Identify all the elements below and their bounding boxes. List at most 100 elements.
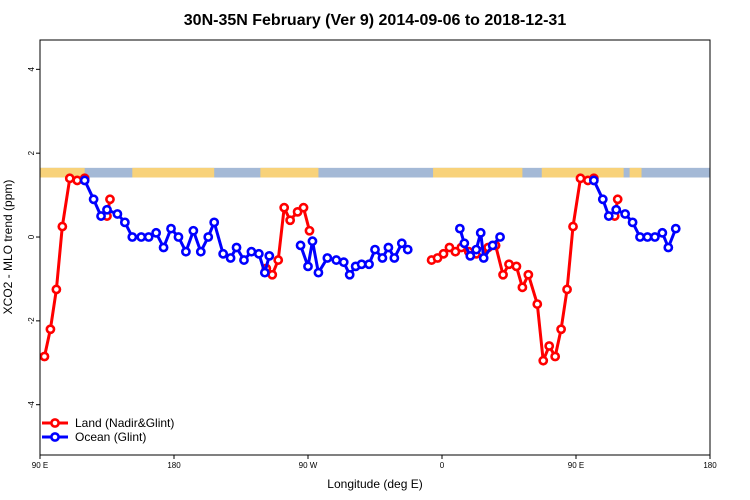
series-1-point-0-22 xyxy=(246,246,257,257)
series-1-point-1-3 xyxy=(313,267,324,278)
series-1-point-0-6 xyxy=(127,232,138,242)
series-1-point-1-14 xyxy=(389,253,400,263)
series-1-point-2-0 xyxy=(454,223,465,234)
series-1-point-3-8 xyxy=(650,232,660,242)
series-1-point-2-2 xyxy=(465,250,476,261)
land-band-5 xyxy=(629,167,642,178)
series-1 xyxy=(79,175,681,280)
series-1-point-0-21 xyxy=(239,255,249,265)
legend-label-1: Ocean (Glint) xyxy=(75,430,146,444)
series-1-point-2-1 xyxy=(459,238,470,249)
series-0 xyxy=(39,173,623,366)
x-axis: 90 E 180 90 W 0 90 E 180 xyxy=(32,455,717,470)
legend-label-0: Land (Nadir&Glint) xyxy=(75,416,174,430)
land-band-1 xyxy=(132,167,215,178)
series-0-point-3-16 xyxy=(532,299,543,309)
series-1-point-0-24 xyxy=(259,267,270,278)
series-1-point-0-2 xyxy=(96,211,106,221)
series-1-point-0-11 xyxy=(166,223,176,234)
series-0-point-2-2 xyxy=(273,255,284,265)
series-1-point-1-5 xyxy=(331,255,342,265)
series-1-point-0-12 xyxy=(173,232,184,242)
legend-item-1: Ocean (Glint) xyxy=(42,430,146,444)
series-0-point-3-23 xyxy=(575,173,586,184)
series-1-point-0-17 xyxy=(209,217,220,228)
series-0-point-3-21 xyxy=(562,284,572,295)
series-1-point-3-2 xyxy=(603,211,614,221)
series-1-point-1-11 xyxy=(370,244,380,255)
y-tick-label-1: -2 xyxy=(27,317,36,325)
x-axis-label: Longitude (deg E) xyxy=(327,477,422,491)
series-1-point-3-10 xyxy=(663,242,674,253)
series-0-point-3-18 xyxy=(544,341,555,351)
series-1-point-1-12 xyxy=(377,253,388,263)
x-tick-label-5: 180 xyxy=(703,461,717,470)
series-1-point-0-19 xyxy=(225,253,236,263)
series-0-point-2-1 xyxy=(267,269,278,280)
chart-title: 30N-35N February (Ver 9) 2014-09-06 to 2… xyxy=(184,12,567,29)
series-1-point-0-13 xyxy=(181,246,191,257)
series-1-point-0-0 xyxy=(79,175,90,186)
series-1-point-0-23 xyxy=(253,248,264,259)
y-axis-label: XCO2 - MLO trend (ppm) xyxy=(1,180,15,315)
series-0-point-0-1 xyxy=(45,324,56,335)
x-tick-label-2: 90 W xyxy=(299,461,318,470)
series-0-point-0-5 xyxy=(72,175,83,186)
series-1-point-0-1 xyxy=(88,194,99,205)
series-1-point-1-16 xyxy=(402,244,413,255)
series-1-point-1-6 xyxy=(338,257,349,268)
series-1-point-3-11 xyxy=(670,223,681,234)
plot-frame xyxy=(39,39,711,456)
series-0-point-3-12 xyxy=(504,259,514,270)
series-1-point-3-1 xyxy=(597,194,608,205)
series-1-point-0-18 xyxy=(218,248,229,259)
y-tick-label-0: -4 xyxy=(27,401,36,409)
series-0-point-3-22 xyxy=(568,221,578,232)
series-0-point-3-19 xyxy=(550,351,561,362)
series-1-point-0-7 xyxy=(136,232,147,242)
series-0-point-2-6 xyxy=(298,202,309,213)
series-1-point-1-7 xyxy=(344,269,355,280)
series-1-point-3-7 xyxy=(642,232,653,242)
series-1-point-1-2 xyxy=(307,236,318,247)
y-axis: -4 -2 0 2 4 xyxy=(27,67,40,409)
x-tick-label-3: 0 xyxy=(440,461,445,470)
series-1-point-1-10 xyxy=(364,259,374,270)
series-0-point-0-0 xyxy=(39,351,50,362)
series-0-point-3-14 xyxy=(517,282,528,293)
series-1-point-1-0 xyxy=(295,240,306,251)
series-0-point-3-20 xyxy=(556,324,567,335)
series-0-point-3-15 xyxy=(523,269,534,280)
series-0-point-2-3 xyxy=(279,202,290,213)
land-band-2 xyxy=(260,167,319,178)
legend-swatch-point-0 xyxy=(50,418,60,428)
series-0-point-0-3 xyxy=(57,221,68,232)
series-0-point-4-1 xyxy=(612,194,623,205)
series-0-point-0-4 xyxy=(64,173,75,184)
series-1-point-0-16 xyxy=(203,232,214,242)
series-1-point-0-20 xyxy=(231,242,242,253)
series-0-point-2-4 xyxy=(285,215,296,226)
series-0-point-3-17 xyxy=(538,355,549,366)
series-1-point-2-7 xyxy=(495,232,505,242)
series-1-point-3-3 xyxy=(611,204,622,215)
series-1-point-2-4 xyxy=(475,227,486,238)
series-1-point-1-13 xyxy=(383,242,394,253)
legend-item-0: Land (Nadir&Glint) xyxy=(42,416,174,430)
series-1-point-1-1 xyxy=(303,261,313,272)
series-1-point-0-10 xyxy=(158,242,169,253)
x-tick-label-4: 90 E xyxy=(568,461,584,470)
series-1-point-1-9 xyxy=(356,259,367,270)
series-1-point-3-0 xyxy=(588,175,599,186)
series-0-point-3-13 xyxy=(511,261,522,272)
y-tick-label-2: 0 xyxy=(27,234,36,239)
series-1-point-0-5 xyxy=(119,217,130,228)
series-1-point-0-9 xyxy=(151,227,162,238)
legend-swatch-point-1 xyxy=(50,432,60,442)
series-1-point-0-4 xyxy=(112,209,123,219)
series-1-point-0-14 xyxy=(188,225,199,236)
land-ocean-mask xyxy=(40,167,710,178)
series-0-point-3-2 xyxy=(438,248,449,259)
series-1-point-2-3 xyxy=(471,244,482,255)
